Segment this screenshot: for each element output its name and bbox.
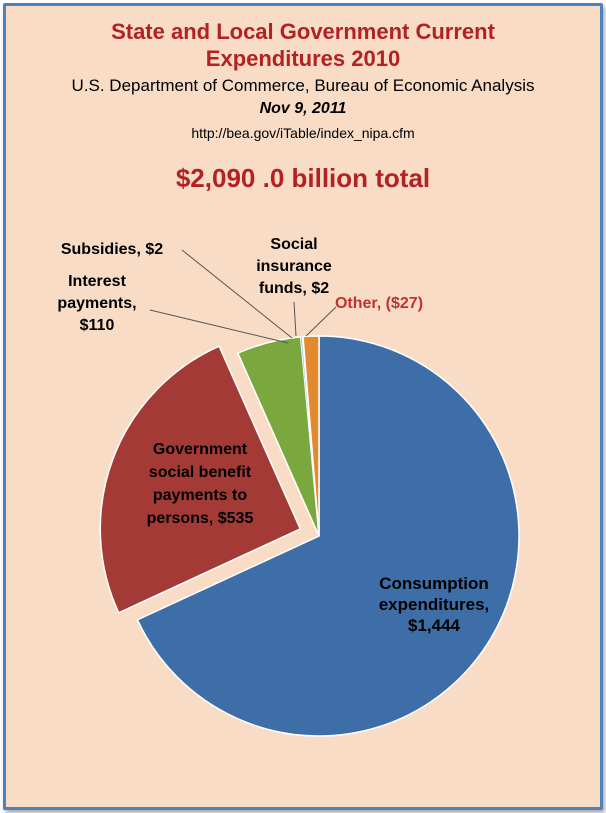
source-url: http://bea.gov/iTable/index_nipa.cfm [191, 125, 415, 141]
leader-line [149, 309, 289, 344]
pie-chart: Consumption expenditures, $1,444 Government… [57, 236, 520, 737]
slice-label: Government social benefit payments to perso… [147, 441, 254, 527]
leader-line [305, 306, 337, 337]
chart-title: State and Local Government Current Expen… [111, 19, 495, 71]
chart-date: Nov 9, 2011 [259, 100, 347, 117]
slice-label: Social insurance funds, $2 [256, 236, 332, 297]
leader-line [181, 249, 293, 339]
chart-subtitle: U.S. Department of Commerce, Bureau of E… [71, 76, 535, 95]
total-label: $2,090 .0 billion total [175, 163, 431, 193]
leader-line [293, 301, 297, 337]
slice-label: Other, ($27) [335, 295, 423, 312]
pie-slice-other [302, 335, 320, 537]
slice-label: Subsidies, $2 [61, 241, 163, 258]
pie-slice-government-social-benefit-payments-to-persons [99, 345, 302, 614]
pie-slice-consumption-expenditures [136, 335, 520, 737]
chart-frame: State and Local Government Current Expen… [3, 3, 603, 810]
slice-label: Consumption expenditures, $1,444 [379, 574, 490, 635]
slice-label: Interest payments, $110 [57, 273, 136, 334]
